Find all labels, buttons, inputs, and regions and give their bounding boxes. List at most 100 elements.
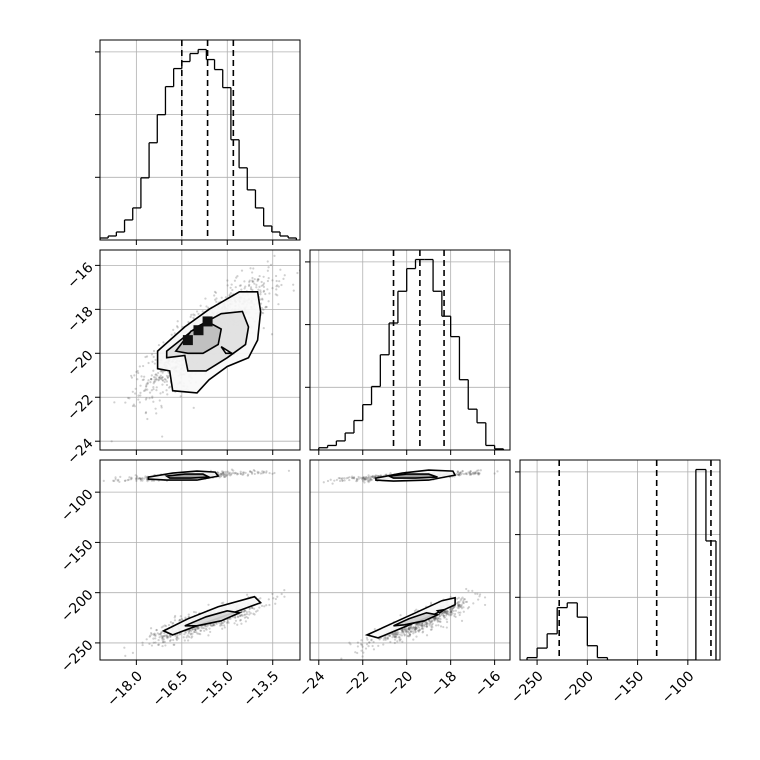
sample-point <box>134 387 137 390</box>
sample-point <box>243 609 246 612</box>
sample-point <box>434 618 437 621</box>
sample-point <box>370 475 373 478</box>
sample-point <box>113 401 116 404</box>
sample-point <box>135 370 138 374</box>
sample-point <box>401 629 404 632</box>
sample-point <box>204 624 207 627</box>
sample-point <box>225 621 229 624</box>
sample-point <box>440 613 443 617</box>
sample-point <box>433 618 436 622</box>
sample-point <box>189 633 192 636</box>
sample-point <box>365 477 368 480</box>
sample-point <box>424 621 427 624</box>
sample-point <box>222 601 225 604</box>
sample-point <box>362 476 365 480</box>
sample-point <box>124 401 127 404</box>
sample-point <box>159 392 162 395</box>
sample-point <box>275 285 278 288</box>
sample-point <box>236 623 239 626</box>
sample-point <box>194 628 197 631</box>
sample-point <box>236 615 239 618</box>
sample-point <box>456 470 459 473</box>
sample-point <box>462 599 465 603</box>
x-tick-label-p1-1: −22 <box>340 668 372 700</box>
sample-point <box>418 629 421 632</box>
sample-point <box>169 385 172 388</box>
sample-point <box>160 626 163 629</box>
sample-point <box>251 606 254 610</box>
sample-point <box>142 364 145 368</box>
sample-point <box>164 378 167 381</box>
sample-point <box>399 633 402 636</box>
sample-point <box>343 477 346 480</box>
sample-point <box>425 623 428 626</box>
sample-point <box>114 478 117 481</box>
sample-point <box>192 630 196 634</box>
sample-point <box>253 278 256 281</box>
sample-point <box>415 608 418 611</box>
sample-point <box>271 592 274 595</box>
sample-point <box>433 616 437 619</box>
sample-point <box>229 474 232 477</box>
sample-point <box>141 641 144 644</box>
sample-point <box>163 378 166 381</box>
panel-frame <box>519 459 721 661</box>
sample-point <box>262 471 266 474</box>
y-tick-label-p2-3: −100 <box>58 487 97 526</box>
sample-point <box>113 479 116 483</box>
sample-point <box>438 617 441 620</box>
sample-point <box>493 472 496 475</box>
sample-point <box>417 630 420 633</box>
sample-point <box>189 632 193 635</box>
sample-point <box>287 469 291 472</box>
sample-point <box>458 474 461 477</box>
sample-point <box>241 610 244 613</box>
sample-point <box>407 627 410 630</box>
sample-point <box>194 628 197 632</box>
sample-point <box>154 373 158 376</box>
sample-point <box>440 612 443 615</box>
sample-point <box>444 610 447 614</box>
sample-point <box>130 477 133 480</box>
sample-point <box>459 471 462 474</box>
sample-point <box>255 286 258 289</box>
sample-point <box>266 269 269 272</box>
sample-point <box>147 379 150 382</box>
sample-point <box>427 619 431 622</box>
sample-point <box>149 381 152 384</box>
sample-point <box>187 632 190 635</box>
sample-point <box>204 297 207 300</box>
sample-point <box>422 624 425 627</box>
sample-point <box>430 601 433 604</box>
sample-point <box>406 630 409 633</box>
sample-point <box>191 628 194 631</box>
sample-point <box>159 370 162 373</box>
sample-point <box>222 473 225 476</box>
scatter-panel-2-0 <box>95 459 301 665</box>
sample-point <box>464 472 467 476</box>
sample-point <box>200 626 203 629</box>
sample-point <box>267 266 270 269</box>
sample-point <box>445 614 448 617</box>
sample-point <box>127 478 130 481</box>
sample-point <box>239 619 242 622</box>
sample-point <box>158 376 161 380</box>
sample-point <box>238 614 242 617</box>
sample-point <box>476 471 479 475</box>
sample-point <box>464 600 467 604</box>
panel-frame <box>99 249 301 451</box>
sample-point <box>418 626 421 629</box>
sample-point <box>223 475 226 479</box>
sample-point <box>413 628 416 631</box>
sample-point <box>479 469 482 472</box>
sample-point <box>443 611 446 614</box>
sample-point <box>392 634 395 637</box>
sample-point <box>384 637 387 640</box>
sample-point <box>145 355 149 358</box>
sample-point <box>413 628 417 632</box>
sample-point <box>452 606 455 609</box>
y-tick-label-p1-0: −24 <box>64 435 96 467</box>
sample-point <box>199 629 203 632</box>
sample-point <box>412 626 415 629</box>
sample-point <box>421 625 424 629</box>
